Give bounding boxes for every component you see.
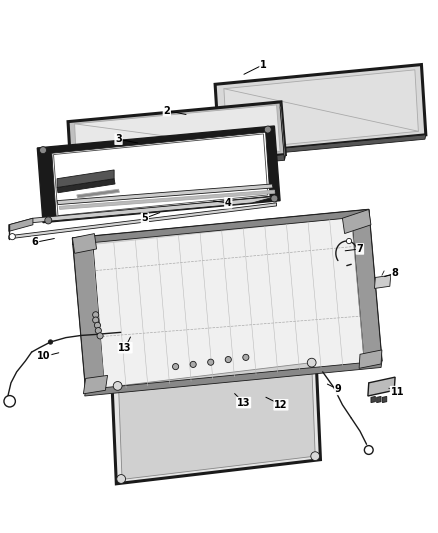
Polygon shape <box>59 190 274 209</box>
Polygon shape <box>72 209 381 390</box>
Circle shape <box>264 126 271 133</box>
Polygon shape <box>9 196 276 225</box>
Polygon shape <box>370 397 374 402</box>
Polygon shape <box>223 70 417 150</box>
Circle shape <box>242 354 248 360</box>
Polygon shape <box>214 135 425 159</box>
Polygon shape <box>9 218 33 231</box>
Text: 11: 11 <box>390 386 403 397</box>
Polygon shape <box>381 397 386 402</box>
Polygon shape <box>57 184 272 205</box>
Circle shape <box>270 195 277 202</box>
Circle shape <box>4 395 15 407</box>
Text: 10: 10 <box>37 351 50 361</box>
Circle shape <box>95 327 101 334</box>
Circle shape <box>94 322 100 328</box>
Text: 5: 5 <box>141 213 148 223</box>
Circle shape <box>97 333 103 339</box>
Circle shape <box>117 474 125 483</box>
Polygon shape <box>67 155 285 180</box>
Text: 2: 2 <box>163 106 170 116</box>
Polygon shape <box>85 361 381 396</box>
Polygon shape <box>57 179 115 193</box>
Text: 1: 1 <box>259 60 266 70</box>
Text: 8: 8 <box>391 268 398 278</box>
Text: 9: 9 <box>334 384 341 394</box>
Polygon shape <box>374 275 390 288</box>
Polygon shape <box>358 350 381 368</box>
Polygon shape <box>68 102 285 174</box>
Polygon shape <box>112 359 320 484</box>
Circle shape <box>92 312 99 318</box>
Circle shape <box>48 340 53 344</box>
Text: 12: 12 <box>274 400 287 410</box>
Circle shape <box>307 358 315 367</box>
Polygon shape <box>342 209 370 233</box>
Circle shape <box>225 357 231 362</box>
Polygon shape <box>92 217 364 390</box>
Polygon shape <box>72 233 96 253</box>
Polygon shape <box>9 203 276 239</box>
Circle shape <box>310 452 319 461</box>
Polygon shape <box>37 126 279 223</box>
Polygon shape <box>118 362 314 479</box>
Polygon shape <box>83 375 107 394</box>
Text: 4: 4 <box>224 198 231 208</box>
Polygon shape <box>350 209 381 363</box>
Polygon shape <box>74 105 279 171</box>
Polygon shape <box>367 377 394 396</box>
Polygon shape <box>57 170 114 188</box>
Polygon shape <box>72 236 104 390</box>
Text: 3: 3 <box>115 134 122 144</box>
Circle shape <box>45 217 52 224</box>
Text: 6: 6 <box>32 237 39 247</box>
Polygon shape <box>215 64 425 155</box>
Circle shape <box>39 147 46 154</box>
Circle shape <box>346 238 351 244</box>
Text: 7: 7 <box>356 244 363 254</box>
Polygon shape <box>53 134 267 215</box>
Circle shape <box>190 361 196 367</box>
Circle shape <box>364 446 372 455</box>
Polygon shape <box>279 102 285 160</box>
Polygon shape <box>72 209 368 245</box>
Circle shape <box>207 359 213 365</box>
Polygon shape <box>77 189 119 198</box>
Circle shape <box>9 233 15 240</box>
Circle shape <box>92 317 99 323</box>
Circle shape <box>172 364 178 370</box>
Polygon shape <box>376 397 380 402</box>
Polygon shape <box>52 132 269 217</box>
Text: 13: 13 <box>237 398 250 408</box>
Text: 13: 13 <box>118 343 131 353</box>
Circle shape <box>113 382 122 390</box>
